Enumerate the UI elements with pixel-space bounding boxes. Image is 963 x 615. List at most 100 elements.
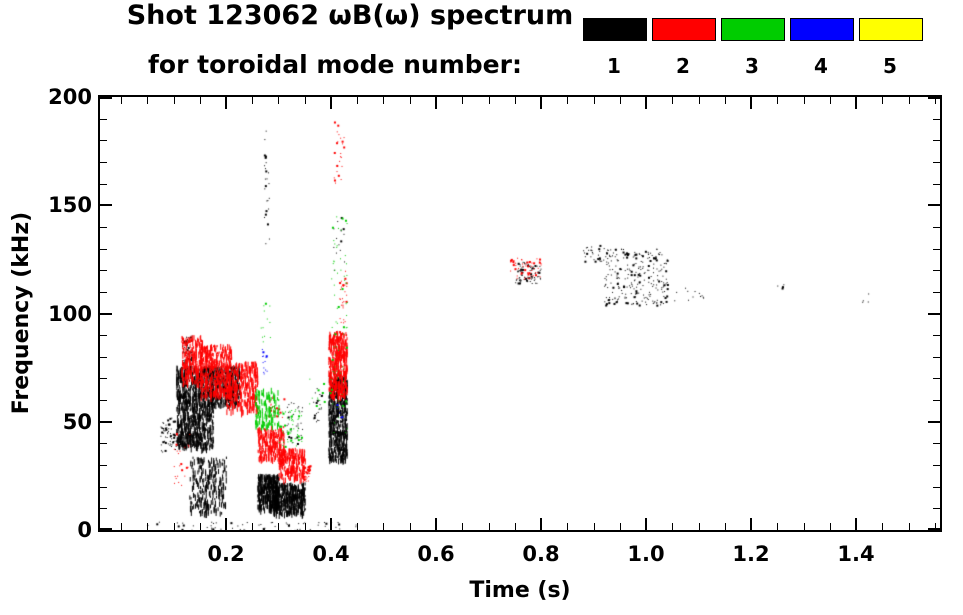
axis-tick <box>645 97 647 109</box>
axis-tick <box>672 97 673 104</box>
y-tick-label-0: 0 <box>77 518 92 542</box>
axis-tick <box>933 249 940 250</box>
axis-tick <box>933 184 940 185</box>
x-tick-label-0.4: 0.4 <box>312 542 350 566</box>
axis-tick <box>100 528 112 530</box>
axis-tick <box>100 204 112 207</box>
axis-tick <box>804 97 805 104</box>
axis-tick <box>594 97 595 104</box>
axis-tick <box>909 97 910 104</box>
axis-tick <box>305 97 306 104</box>
axis-tick <box>933 270 940 271</box>
axis-tick <box>462 523 463 530</box>
legend-label-mode-4: 4 <box>814 54 828 78</box>
axis-tick <box>725 523 726 530</box>
plot-area <box>98 95 942 532</box>
axis-tick <box>855 97 857 109</box>
axis-tick <box>540 518 542 530</box>
axis-tick <box>567 97 568 104</box>
chart-title-line1: Shot 123062 ωB(ω) spectrum <box>126 0 574 31</box>
axis-tick <box>100 184 107 185</box>
axis-tick <box>225 97 227 109</box>
legend-swatch-mode-3 <box>721 18 785 41</box>
axis-tick <box>100 162 107 163</box>
axis-tick <box>174 523 175 530</box>
axis-tick <box>100 119 107 120</box>
axis-tick <box>928 204 940 207</box>
y-tick-label-200: 200 <box>48 85 92 109</box>
axis-tick <box>252 97 253 104</box>
axis-tick <box>100 378 107 379</box>
axis-tick <box>100 487 107 488</box>
axis-tick <box>100 335 107 336</box>
mode-legend: 1 2 3 4 5 <box>575 14 955 89</box>
axis-tick <box>830 523 831 530</box>
axis-tick <box>882 523 883 530</box>
axis-tick <box>933 465 940 466</box>
axis-tick <box>121 523 122 530</box>
legend-label-mode-5: 5 <box>883 54 897 78</box>
axis-tick <box>928 97 940 99</box>
axis-tick <box>121 97 122 104</box>
y-axis-label: Frequency (kHz) <box>9 211 34 415</box>
axis-tick <box>489 97 490 104</box>
axis-tick <box>750 97 752 109</box>
legend-swatch-mode-5 <box>859 18 923 41</box>
x-tick-label-1.2: 1.2 <box>732 542 770 566</box>
legend-label-mode-1: 1 <box>607 54 621 78</box>
legend-label-mode-3: 3 <box>745 54 759 78</box>
axis-tick <box>225 518 227 530</box>
legend-label-mode-2: 2 <box>676 54 690 78</box>
axis-tick <box>100 227 107 228</box>
legend-swatch-mode-1 <box>583 18 647 41</box>
axis-tick <box>933 162 940 163</box>
axis-tick <box>725 97 726 104</box>
axis-tick <box>100 292 107 293</box>
legend-swatch-mode-4 <box>790 18 854 41</box>
axis-tick <box>933 378 940 379</box>
axis-tick <box>100 508 107 509</box>
axis-tick <box>935 523 936 530</box>
axis-tick <box>699 97 700 104</box>
axis-tick <box>462 97 463 104</box>
x-tick-label-1.0: 1.0 <box>627 542 665 566</box>
axis-tick <box>147 97 148 104</box>
axis-tick <box>435 518 437 530</box>
y-tick-label-50: 50 <box>62 409 92 434</box>
axis-tick <box>933 227 940 228</box>
axis-tick <box>933 140 940 141</box>
axis-tick <box>357 97 358 104</box>
axis-tick <box>933 335 940 336</box>
axis-tick <box>100 420 112 423</box>
axis-tick <box>100 400 107 401</box>
axis-tick <box>620 523 621 530</box>
axis-tick <box>357 523 358 530</box>
axis-tick <box>383 97 384 104</box>
axis-tick <box>620 97 621 104</box>
axis-tick <box>100 443 107 444</box>
axis-tick <box>855 518 857 530</box>
axis-tick <box>100 270 107 271</box>
axis-tick <box>330 518 332 530</box>
axis-tick <box>830 97 831 104</box>
axis-tick <box>100 465 107 466</box>
axis-tick <box>567 523 568 530</box>
axis-tick <box>410 97 411 104</box>
axis-tick <box>100 357 107 358</box>
axis-tick <box>933 508 940 509</box>
axis-tick <box>777 523 778 530</box>
axis-tick <box>100 140 107 141</box>
axis-tick <box>278 523 279 530</box>
axis-tick <box>699 523 700 530</box>
axis-tick <box>252 523 253 530</box>
legend-swatch-mode-2 <box>652 18 716 41</box>
axis-tick <box>540 97 542 109</box>
axis-tick <box>804 523 805 530</box>
axis-tick <box>200 97 201 104</box>
axis-tick <box>750 518 752 530</box>
axis-tick <box>489 523 490 530</box>
axis-tick <box>928 420 940 423</box>
axis-tick <box>410 523 411 530</box>
axis-tick <box>777 97 778 104</box>
